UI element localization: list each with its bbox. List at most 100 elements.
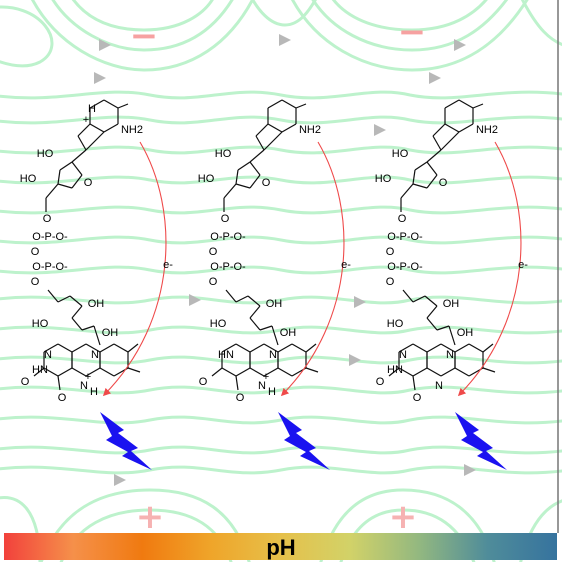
ribose-bond [249,174,261,189]
flavin-o2-label: O [199,376,208,388]
ribose-link-o-label: O [221,213,230,225]
ribose-group: HO HO O O [198,148,271,225]
iso-bond [277,343,293,353]
field-line-horizontal-8 [0,325,562,335]
iso-methyl-bond [482,367,496,373]
ribose-bond [71,161,83,176]
minus-sign-right: − [398,12,427,52]
ribose-ho-top-label: HO [37,148,54,160]
ribose-link-o-label: O [398,213,407,225]
ribityl-bond [412,295,426,303]
adenine-bond [263,131,283,151]
ribityl-bond [47,289,59,303]
phosphate2-label: O-P-O- [210,261,246,273]
ribityl-bond [426,305,438,319]
ribose-bond [249,149,265,163]
field-line-top-3 [31,0,254,72]
flavin-proton-charge: + [85,371,91,383]
adenine-nh2-label: NH2 [476,124,498,136]
electron-label: e- [518,259,528,271]
iso-co-bond [388,367,400,377]
field-line-horizontal-1 [0,115,562,125]
iso-bond [71,343,87,353]
adenine-group: NH2 H+ [77,99,143,151]
adenine-proton-charge: + [83,114,89,126]
minus-sign-left: − [130,16,159,56]
phosphate1-o-label: O [209,246,218,258]
field-line-horizontal-12 [0,445,562,455]
iso-methyl-bond [305,343,317,353]
ribose-link-o-label: O [43,213,52,225]
adenine-bond [295,103,307,109]
ribose-bond [223,183,237,199]
flavin-o4-label: O [236,392,245,404]
adenine-bond [89,123,105,133]
iso-bond [291,343,307,353]
field-line-bottom-0 [39,488,251,562]
phosphate1-label: O-P-O- [387,231,423,243]
flavin-proton-h: H [90,386,98,398]
ribityl-oh3-label: OH [280,327,297,339]
field-line-horizontal-2 [0,145,562,155]
ribityl-bond [57,295,71,303]
adenine-nh2-label: NH2 [299,124,321,136]
ph-gradient-bar [4,533,557,560]
iso-co-bond [211,367,223,377]
phosphate2-o-label: O [209,276,218,288]
flavin-o2-label: O [21,376,30,388]
phosphate1-o-label: O [386,246,395,258]
electron-transfer: e- [457,141,528,397]
ribityl-bond [249,317,261,331]
ribityl-oh1-label: OH [443,298,460,310]
electron-arrow [457,141,522,397]
iso-bond [398,367,414,377]
iso-bond [249,367,265,377]
ribityl-bond [71,305,83,319]
field-arrow-8 [279,34,291,46]
field-line-top-2 [51,0,234,52]
ribose-ring-o-label: O [84,177,93,189]
flavin-proton-h: H [268,386,276,398]
adenine-bond [444,99,460,109]
iso-bond [99,367,115,377]
adenine-bond [77,135,87,151]
adenine-bond [77,123,91,137]
iso-bond [235,367,251,377]
adenine-bond [103,123,119,133]
ribose-ho-left-label: HO [375,173,392,185]
electron-transfer: e- [102,141,173,397]
ribose-ho-left-label: HO [20,173,37,185]
iso-co-bond [235,375,239,391]
adenine-bond [432,135,442,151]
adenine-bond [432,123,446,137]
ribose-bond [59,161,73,171]
ribityl-oh1-label: OH [88,298,105,310]
flavin-o4-label: O [413,392,422,404]
ribose-ring-o-label: O [439,177,448,189]
ribityl-bond [271,325,279,346]
iso-bond [263,367,279,377]
iso-bond [277,367,293,377]
iso-bond [43,343,59,353]
iso-bond [113,343,129,353]
adenine-bond [440,131,460,151]
ribose-bond [412,183,428,189]
phosphate2-o-label: O [31,276,40,288]
adenine-bond [281,99,297,109]
ribose-bond [235,183,251,189]
adenine-bond [89,99,105,109]
ribityl-bond [249,305,261,319]
ribityl-ho2-label: HO [32,318,49,330]
field-arrow-6 [354,296,366,308]
ribityl-ho2-label: HO [387,318,404,330]
ribose-bond [57,169,61,185]
field-line-horizontal-13 [0,465,562,475]
ph-bar: pH [4,533,557,560]
field-line-horizontal-6 [0,265,562,275]
iso-co-bond [412,375,416,391]
flavin-hn-label: HN [387,364,403,376]
ribityl-group: OH HO OH [32,289,118,346]
